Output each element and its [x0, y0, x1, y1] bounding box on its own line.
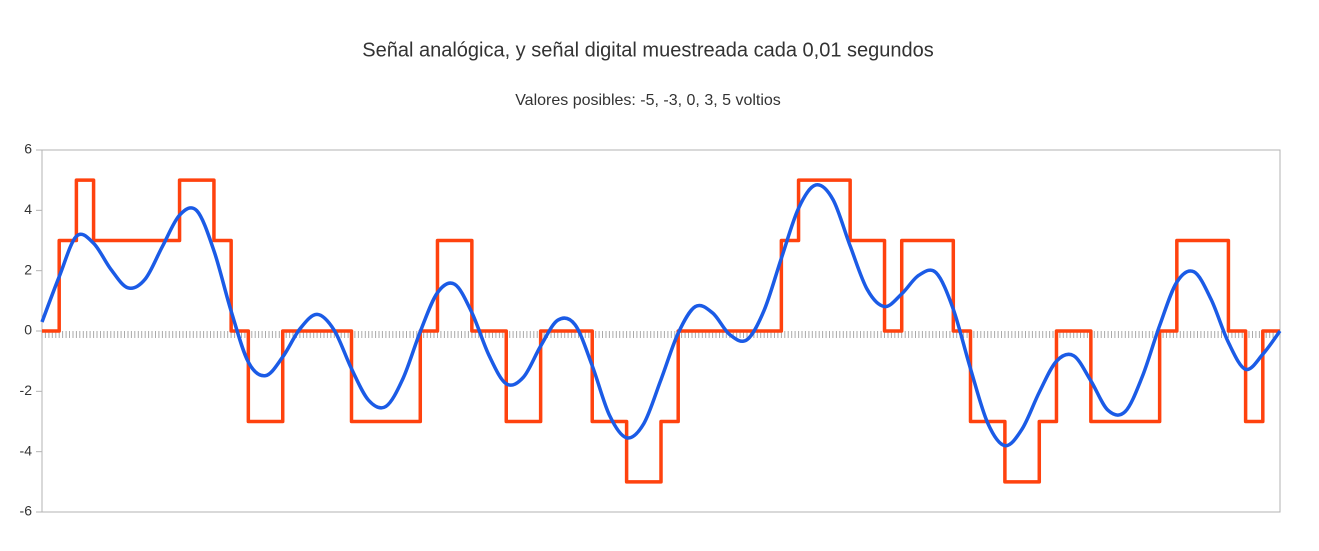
chart-subtitle: Valores posibles: -5, -3, 0, 3, 5 voltio…	[515, 92, 781, 109]
y-tick-label: -6	[20, 503, 33, 519]
y-tick-label: 2	[24, 261, 32, 277]
chart-title: Señal analógica, y señal digital muestre…	[362, 39, 934, 61]
analog-signal	[40, 183, 1282, 448]
y-tick-label: 4	[24, 201, 32, 217]
x-axis-ticks	[41, 331, 1281, 338]
y-tick-label: -4	[20, 442, 33, 458]
y-tick-label: 0	[24, 322, 32, 338]
digital-signal	[42, 178, 1280, 484]
y-tick-label: -2	[20, 382, 33, 398]
y-tick-label: 6	[24, 141, 32, 157]
